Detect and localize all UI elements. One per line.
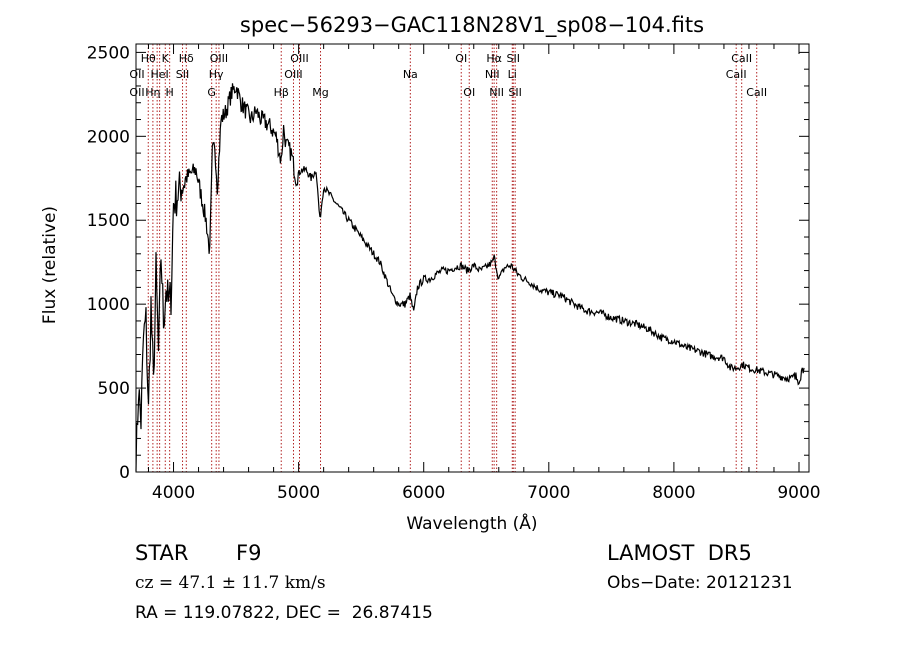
x-tick-label: 8000 xyxy=(652,483,695,503)
line-label-18: NII xyxy=(485,68,500,81)
line-label-16: OI xyxy=(455,52,467,65)
x-tick-label: 9000 xyxy=(777,483,820,503)
line-label-19: Hα xyxy=(486,52,502,65)
line-label-1: Hη xyxy=(145,86,160,99)
y-tick-label: 1500 xyxy=(87,211,130,231)
x-tick-label: 6000 xyxy=(402,483,445,503)
line-label-0: Hθ xyxy=(141,52,156,65)
y-tick-label: 2500 xyxy=(87,43,130,63)
y-tick-label: 1000 xyxy=(87,295,130,315)
line-label-7: Hδ xyxy=(179,52,194,65)
x-tick-label: 7000 xyxy=(527,483,570,503)
emission-line-labels: HθHηHeIKHSIIHδGHγOIIIHβOIIIOIIIMgNaOIOIN… xyxy=(129,52,767,99)
line-label-10: OIII xyxy=(210,52,228,65)
line-label-4: K xyxy=(162,52,170,65)
chart-title: spec−56293−GAC118N28V1_sp08−104.fits xyxy=(240,13,704,38)
y-axis: 0 500 1000 1500 2000 2500 xyxy=(87,43,809,483)
line-label-13: OIII xyxy=(290,52,308,65)
line-label-14: Mg xyxy=(312,86,328,99)
line-label-23: SII xyxy=(508,86,521,99)
object-class: STAR xyxy=(135,541,189,565)
line-label-26: CaII xyxy=(746,86,767,99)
redshift-value: cz = 47.1 ± 11.7 km/s xyxy=(135,573,326,593)
observation-date: Obs−Date: 20121231 xyxy=(607,573,793,593)
y-tick-label: 2000 xyxy=(87,127,130,147)
x-axis-label: Wavelength (Å) xyxy=(406,512,537,534)
y-tick-label: 500 xyxy=(98,379,130,399)
y-axis-label: Flux (relative) xyxy=(40,206,60,324)
coordinates: RA = 119.07822, DEC = 26.87415 xyxy=(135,603,433,623)
line-label-3: HeI xyxy=(150,68,168,81)
plot-frame xyxy=(135,43,810,473)
line-label-21: Li xyxy=(508,68,517,81)
spectrum-chart: spec−56293−GAC118N28V1_sp08−104.fits Hθ H… xyxy=(40,13,821,534)
x-tick-label: 5000 xyxy=(277,483,320,503)
line-label-9: Hγ xyxy=(209,68,224,81)
x-tick-label: 4000 xyxy=(152,483,195,503)
line-label-11: Hβ xyxy=(274,86,289,99)
line-label-20: NII xyxy=(489,86,504,99)
survey-name: LAMOST DR5 xyxy=(607,541,752,565)
y-tick-label: 0 xyxy=(119,463,130,483)
line-label-8: G xyxy=(207,86,216,99)
object-subclass: F9 xyxy=(236,541,262,565)
emission-line-markers xyxy=(147,44,758,472)
line-label-17: OI xyxy=(463,86,475,99)
line-label-6: SII xyxy=(176,68,189,81)
spectrum-line xyxy=(135,83,805,472)
x-axis: 4000 5000 6000 7000 8000 9000 xyxy=(148,44,821,503)
line-label-15: Na xyxy=(403,68,418,81)
line-label-5: H xyxy=(166,86,174,99)
line-label-25: CaII xyxy=(731,52,752,65)
line-label-12: OIII xyxy=(284,68,302,81)
line-label-24: CaII xyxy=(726,68,747,81)
line-label-22: SII xyxy=(507,52,520,65)
edge-line-label-1: OII xyxy=(129,86,144,99)
edge-line-label-0: OII xyxy=(129,68,144,81)
